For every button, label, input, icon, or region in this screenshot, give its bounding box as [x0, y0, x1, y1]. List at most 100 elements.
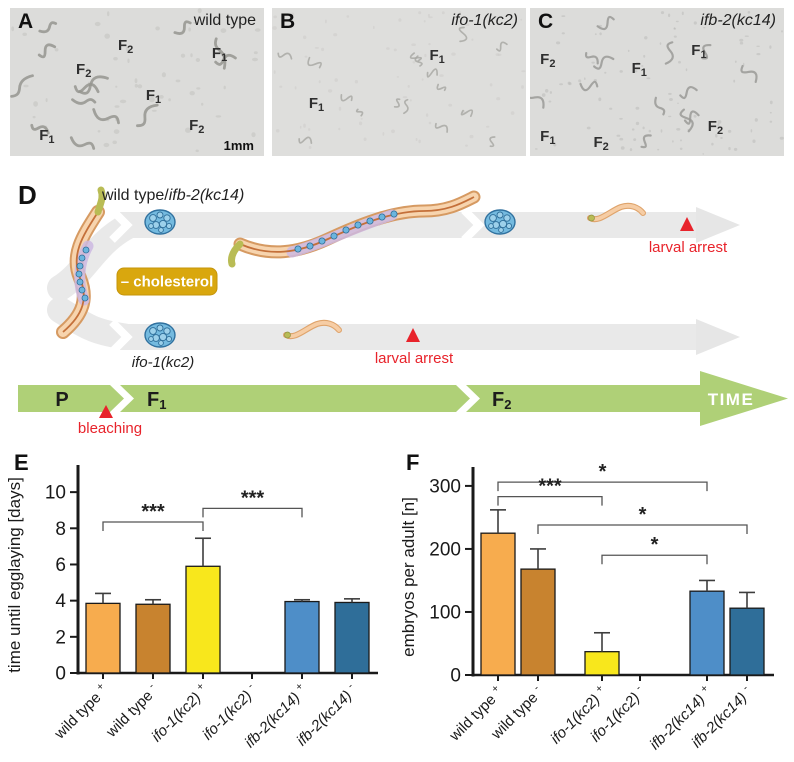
micrograph-speck [119, 99, 127, 104]
micrograph-speck [673, 35, 677, 38]
y-tick-label: 4 [55, 591, 66, 612]
bottom-branch-label: ifo-1(kc2) [132, 354, 195, 371]
micrograph-speck [24, 20, 32, 25]
micrograph-speck [781, 30, 783, 33]
micrograph-speck [521, 70, 526, 73]
micrograph-worm [679, 86, 698, 100]
micrograph-texture [10, 8, 261, 153]
micrograph-speck [441, 11, 445, 15]
micrograph-speck [196, 87, 201, 90]
y-tick-label: 0 [55, 664, 66, 685]
bar-0 [85, 602, 121, 674]
significance-label: * [639, 504, 647, 526]
micrograph-speck [756, 53, 761, 56]
micrograph-speck [114, 105, 120, 108]
micrograph-worm [740, 64, 758, 84]
micrograph-speck [151, 109, 157, 112]
micrograph-speck [127, 58, 130, 64]
micrograph-speck [33, 101, 38, 107]
micrograph-speck [168, 98, 171, 102]
micrograph-speck [657, 148, 660, 151]
micrograph-speck [273, 15, 277, 19]
eggs-in-utero [75, 246, 90, 302]
micrograph-speck [619, 117, 623, 120]
micrograph-speck [273, 70, 276, 74]
micrograph-speck [678, 60, 681, 64]
micrograph-speck [635, 121, 640, 126]
micrograph-speck [633, 138, 637, 142]
micrograph-speck [428, 121, 432, 125]
micrograph-worm [495, 41, 508, 52]
micrograph-speck [415, 138, 418, 141]
micrograph-worm [409, 52, 422, 62]
micrograph-speck [193, 21, 199, 24]
micrograph-speck [185, 127, 191, 133]
micrograph-speck [359, 121, 363, 126]
micrograph-speck [549, 91, 552, 94]
generation-marker: F1 [429, 46, 445, 66]
micrograph-speck [308, 128, 311, 131]
micrograph-speck [325, 19, 327, 24]
micrograph-speck [756, 45, 760, 47]
micrograph-speck [104, 33, 110, 39]
micrograph-speck [750, 20, 753, 23]
timeline-f1-label: F1 [147, 389, 166, 412]
y-tick-label: 8 [55, 519, 66, 540]
micrograph-texture [530, 11, 784, 155]
micrograph-speck [373, 25, 375, 30]
adult-worm-parent [56, 186, 106, 339]
micrograph-speck [604, 71, 607, 74]
micrograph-speck [180, 53, 186, 58]
micrograph-speck [328, 89, 333, 93]
micrograph-speck [360, 118, 363, 120]
micrograph-speck [252, 57, 258, 62]
generation-marker: F1 [691, 41, 707, 61]
genotype-label: ifb-2(kc14) [700, 12, 776, 29]
micrograph-speck [334, 78, 338, 82]
micrograph-speck [668, 115, 672, 118]
micrograph-speck [733, 147, 738, 151]
scale-bar-label: 1mm [223, 138, 254, 153]
micrograph-speck [418, 11, 422, 15]
micrograph-speck [86, 67, 89, 70]
micrograph-speck [644, 36, 648, 40]
micrograph-speck [299, 125, 302, 129]
micrograph-speck [619, 70, 623, 73]
micrograph-speck [439, 74, 444, 77]
micrograph-speck [627, 49, 630, 53]
micrograph-speck [578, 79, 582, 83]
timeline-f2-label: F2 [492, 389, 511, 412]
panel-b-micrograph: B ifo-1(kc2) F1 F1 [272, 8, 526, 156]
panel-e-chart: 0 2 4 6 8 10 time until egglaying [days] wild t… [5, 450, 378, 751]
top-branch-label: wild type/ifb-2(kc14) [101, 187, 244, 204]
micrograph-speck [750, 129, 753, 133]
micrograph-speck [629, 148, 633, 152]
arrest-marker-icon [406, 328, 420, 342]
micrograph-speck [393, 48, 397, 52]
generation-marker: F2 [540, 50, 556, 70]
generation-marker: F1 [631, 60, 647, 80]
micrograph-speck [769, 111, 772, 114]
y-tick-label: 6 [55, 555, 66, 576]
micrograph-speck [619, 137, 624, 141]
micrograph-speck [769, 120, 773, 123]
micrograph-speck [497, 53, 502, 56]
micrograph-speck [23, 84, 29, 88]
micrograph-speck [520, 18, 523, 21]
micrograph-speck [591, 61, 595, 64]
micrograph-speck [598, 97, 602, 102]
micrograph-speck [459, 11, 462, 14]
micrograph-worm [436, 83, 447, 92]
y-tick-label: 300 [429, 476, 461, 497]
micrograph-worm [679, 108, 694, 133]
micrograph-speck [717, 120, 722, 124]
micrograph-speck [609, 107, 613, 110]
micrograph-speck [727, 129, 732, 133]
micrograph-speck [201, 102, 204, 106]
micrograph-speck [294, 86, 297, 90]
worm-head [94, 186, 106, 216]
micrograph-speck [137, 84, 143, 89]
micrograph-speck [321, 47, 325, 52]
bar-2 [584, 651, 620, 676]
micrograph-speck [754, 118, 758, 122]
